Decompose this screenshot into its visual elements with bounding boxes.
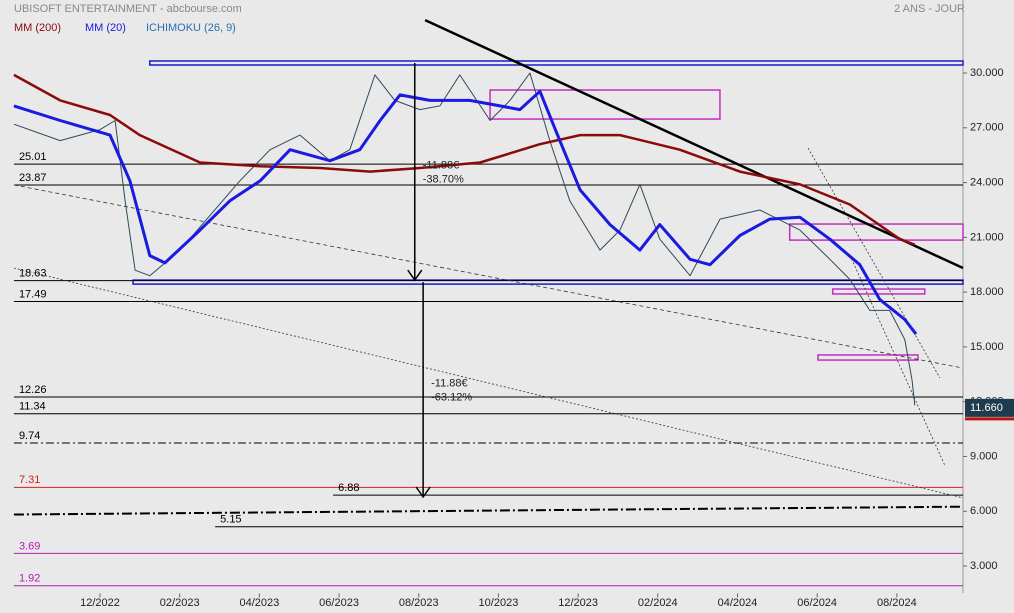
level-label: 3.69 bbox=[19, 540, 40, 552]
x-tick-label: 08/2024 bbox=[877, 597, 917, 609]
arrow-head bbox=[407, 269, 423, 282]
y-tick-label: 9.000 bbox=[970, 450, 998, 462]
x-tick-label: 12/2023 bbox=[558, 597, 598, 609]
level-label: 18.63 bbox=[19, 268, 47, 280]
x-tick-label: 06/2024 bbox=[797, 597, 837, 609]
x-tick-label: 04/2023 bbox=[239, 597, 279, 609]
level-label: 17.49 bbox=[19, 288, 47, 300]
level-label: 5.15 bbox=[220, 514, 241, 526]
chart-title: UBISOFT ENTERTAINMENT - abcbourse.com bbox=[14, 3, 242, 15]
y-tick-label: 30.000 bbox=[970, 67, 1004, 79]
price-line bbox=[13, 72, 916, 406]
arrow-label: -11.88€ bbox=[431, 377, 468, 389]
legend-entry: MM (200) bbox=[14, 22, 61, 34]
zone bbox=[817, 354, 919, 361]
last-price-label: 11.660 bbox=[970, 402, 1003, 414]
x-tick-label: 02/2024 bbox=[638, 597, 678, 609]
y-tick-label: 24.000 bbox=[970, 176, 1004, 188]
trendline bbox=[424, 18, 964, 270]
x-tick-label: 12/2022 bbox=[80, 597, 120, 609]
zone bbox=[132, 279, 964, 285]
y-tick-label: 6.000 bbox=[970, 505, 998, 517]
legend-ichimoku: ICHIMOKU (26, 9) bbox=[146, 22, 236, 34]
ma-line bbox=[13, 73, 916, 246]
x-tick-label: 08/2023 bbox=[399, 597, 439, 609]
arrow-label: -38.70% bbox=[423, 173, 464, 185]
x-tick-label: 06/2023 bbox=[319, 597, 359, 609]
arrow-label: -11.88€ bbox=[423, 159, 460, 171]
y-tick-label: 21.000 bbox=[970, 231, 1004, 243]
level-label: 25.01 bbox=[19, 151, 47, 163]
arrow-head bbox=[415, 486, 431, 499]
y-tick-label: 18.000 bbox=[970, 286, 1004, 298]
trendline bbox=[13, 184, 964, 369]
zone bbox=[149, 60, 964, 66]
level-label: 12.26 bbox=[19, 384, 47, 396]
trendline bbox=[807, 147, 941, 379]
arrow-label: -63.12% bbox=[431, 391, 472, 403]
chart-subtitle: 2 ANS - JOUR bbox=[894, 3, 965, 15]
level-label: 23.87 bbox=[19, 172, 47, 184]
y-tick-label: 3.000 bbox=[970, 560, 998, 572]
x-tick-label: 02/2023 bbox=[160, 597, 200, 609]
level-label: 1.92 bbox=[19, 573, 40, 585]
trendline bbox=[13, 267, 964, 499]
ma-line bbox=[13, 89, 918, 336]
y-tick-label: 27.000 bbox=[970, 122, 1004, 134]
x-tick-label: 10/2023 bbox=[479, 597, 519, 609]
level-label: 6.88 bbox=[338, 482, 359, 494]
zone bbox=[831, 288, 926, 295]
trendline bbox=[13, 505, 964, 516]
level-label: 11.34 bbox=[19, 401, 46, 413]
level-label: 9.74 bbox=[19, 430, 40, 442]
last-price-box bbox=[965, 398, 1014, 417]
y-tick-label: 15.000 bbox=[970, 341, 1004, 353]
legend-entry: MM (20) bbox=[85, 22, 126, 34]
x-tick-label: 04/2024 bbox=[718, 597, 758, 609]
level-label: 7.31 bbox=[19, 474, 40, 486]
